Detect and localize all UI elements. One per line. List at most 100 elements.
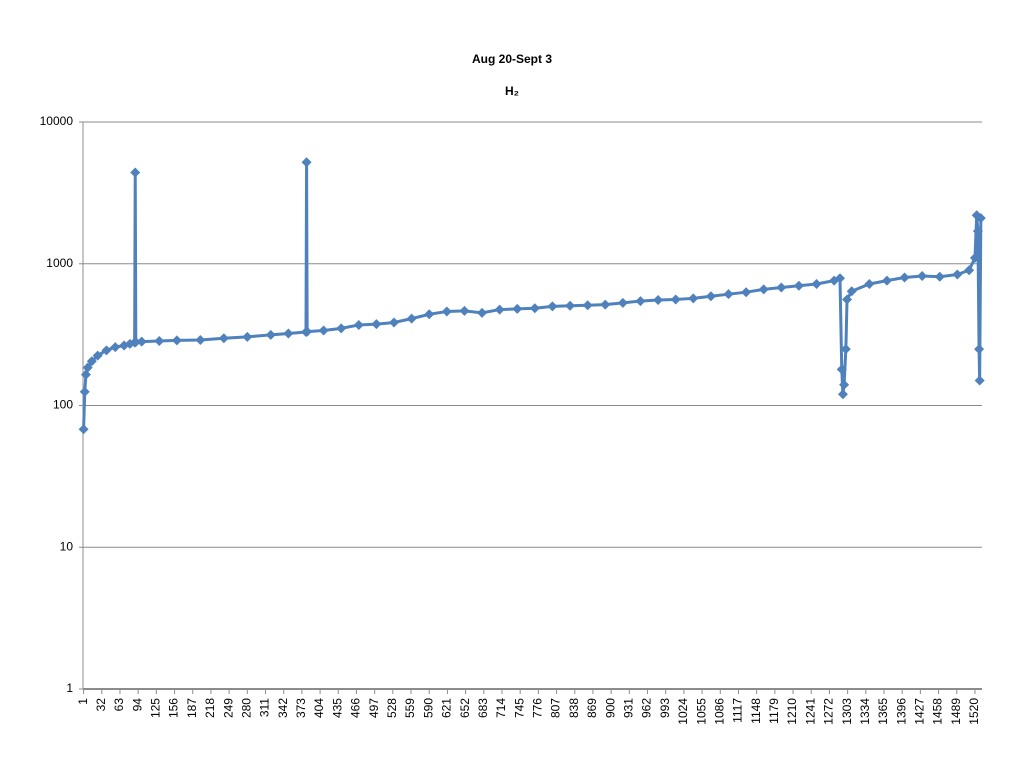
data-point: [836, 364, 847, 375]
x-tick-label: 311: [258, 698, 272, 717]
data-point: [92, 350, 103, 361]
data-point: [617, 297, 628, 308]
x-tick-label: 528: [385, 698, 399, 718]
data-point: [974, 375, 985, 386]
data-point: [406, 313, 417, 324]
x-tick-label: 1489: [949, 698, 963, 725]
data-point: [301, 157, 312, 168]
data-point: [688, 293, 699, 304]
data-point: [110, 342, 121, 353]
x-tick-label: 249: [221, 698, 235, 718]
data-point: [917, 270, 928, 281]
x-tick-label: 373: [294, 698, 308, 718]
x-tick-label: 1055: [694, 698, 708, 725]
data-point: [441, 306, 452, 317]
x-tick-label: 1117: [731, 698, 745, 723]
data-point: [547, 301, 558, 312]
x-tick-label: 1024: [676, 698, 690, 725]
data-point: [811, 278, 822, 289]
x-tick-label: 1086: [712, 698, 726, 725]
data-point: [242, 331, 253, 342]
data-point: [864, 278, 875, 289]
data-point: [565, 300, 576, 311]
data-point: [670, 294, 681, 305]
x-tick-label: 218: [203, 698, 217, 718]
x-tick-label: 63: [112, 698, 126, 712]
data-point: [80, 369, 91, 380]
data-point: [758, 284, 769, 295]
data-point: [371, 319, 382, 330]
data-point: [899, 272, 910, 283]
x-tick-label: 931: [621, 698, 635, 718]
data-point: [975, 213, 986, 224]
data-point: [972, 226, 983, 237]
chart-subtitle: H₂: [505, 84, 519, 98]
x-tick-label: 559: [403, 698, 417, 718]
x-tick-label: 962: [640, 698, 654, 718]
data-point: [969, 252, 980, 263]
x-tick-label: 404: [312, 698, 326, 718]
data-point: [477, 307, 488, 318]
x-tick-label: 1: [76, 698, 90, 705]
data-point: [934, 271, 945, 282]
data-point: [881, 275, 892, 286]
x-tick-label: 32: [94, 698, 108, 712]
data-point: [353, 319, 364, 330]
x-tick-label: 621: [440, 698, 454, 718]
data-point: [846, 286, 857, 297]
x-tick-label: 714: [494, 698, 508, 718]
data-point: [130, 167, 141, 178]
chart-title: Aug 20-Sept 3: [472, 52, 552, 66]
data-point: [283, 328, 294, 339]
data-point: [424, 309, 435, 320]
data-point: [793, 280, 804, 291]
data-point: [265, 329, 276, 340]
data-point: [600, 299, 611, 310]
x-tick-label: 652: [458, 698, 472, 718]
data-point: [842, 294, 853, 305]
data-point: [582, 300, 593, 311]
data-point: [79, 386, 90, 397]
y-tick-label: 1: [66, 681, 73, 695]
data-point: [837, 389, 848, 400]
x-tick-label: 280: [239, 698, 253, 718]
data-point: [952, 269, 963, 280]
x-tick-label: 1210: [785, 698, 799, 725]
data-point: [78, 424, 89, 435]
x-tick-label: 807: [549, 698, 563, 718]
y-tick-label: 10: [60, 539, 74, 553]
x-tick-label: 993: [658, 698, 672, 718]
data-point: [302, 326, 313, 337]
data-point: [171, 335, 182, 346]
x-tick-label: 94: [130, 698, 144, 712]
data-point: [218, 333, 229, 344]
x-tick-label: 1458: [931, 698, 945, 725]
x-tick-label: 466: [349, 698, 363, 718]
data-point: [529, 303, 540, 314]
x-tick-label: 497: [367, 698, 381, 718]
x-tick-label: 1241: [803, 698, 817, 725]
x-tick-label: 838: [567, 698, 581, 718]
x-tick-label: 683: [476, 698, 490, 718]
x-tick-label: 590: [421, 698, 435, 718]
data-point: [136, 336, 147, 347]
x-tick-label: 900: [603, 698, 617, 718]
y-tick-label: 10000: [40, 114, 74, 128]
x-tick-label: 776: [531, 698, 545, 718]
data-point: [974, 344, 985, 355]
data-point: [101, 345, 112, 356]
data-point: [705, 291, 716, 302]
x-tick-label: 435: [330, 698, 344, 718]
data-point: [86, 356, 97, 367]
data-point: [741, 287, 752, 298]
data-point: [494, 304, 505, 315]
x-tick-label: 1148: [749, 698, 763, 724]
data-point: [776, 282, 787, 293]
data-point: [839, 379, 850, 390]
x-tick-label: 156: [167, 698, 181, 718]
data-point: [834, 273, 845, 284]
x-tick-label: 1396: [894, 698, 908, 725]
x-tick-label: 342: [276, 698, 290, 718]
data-point: [154, 336, 165, 347]
